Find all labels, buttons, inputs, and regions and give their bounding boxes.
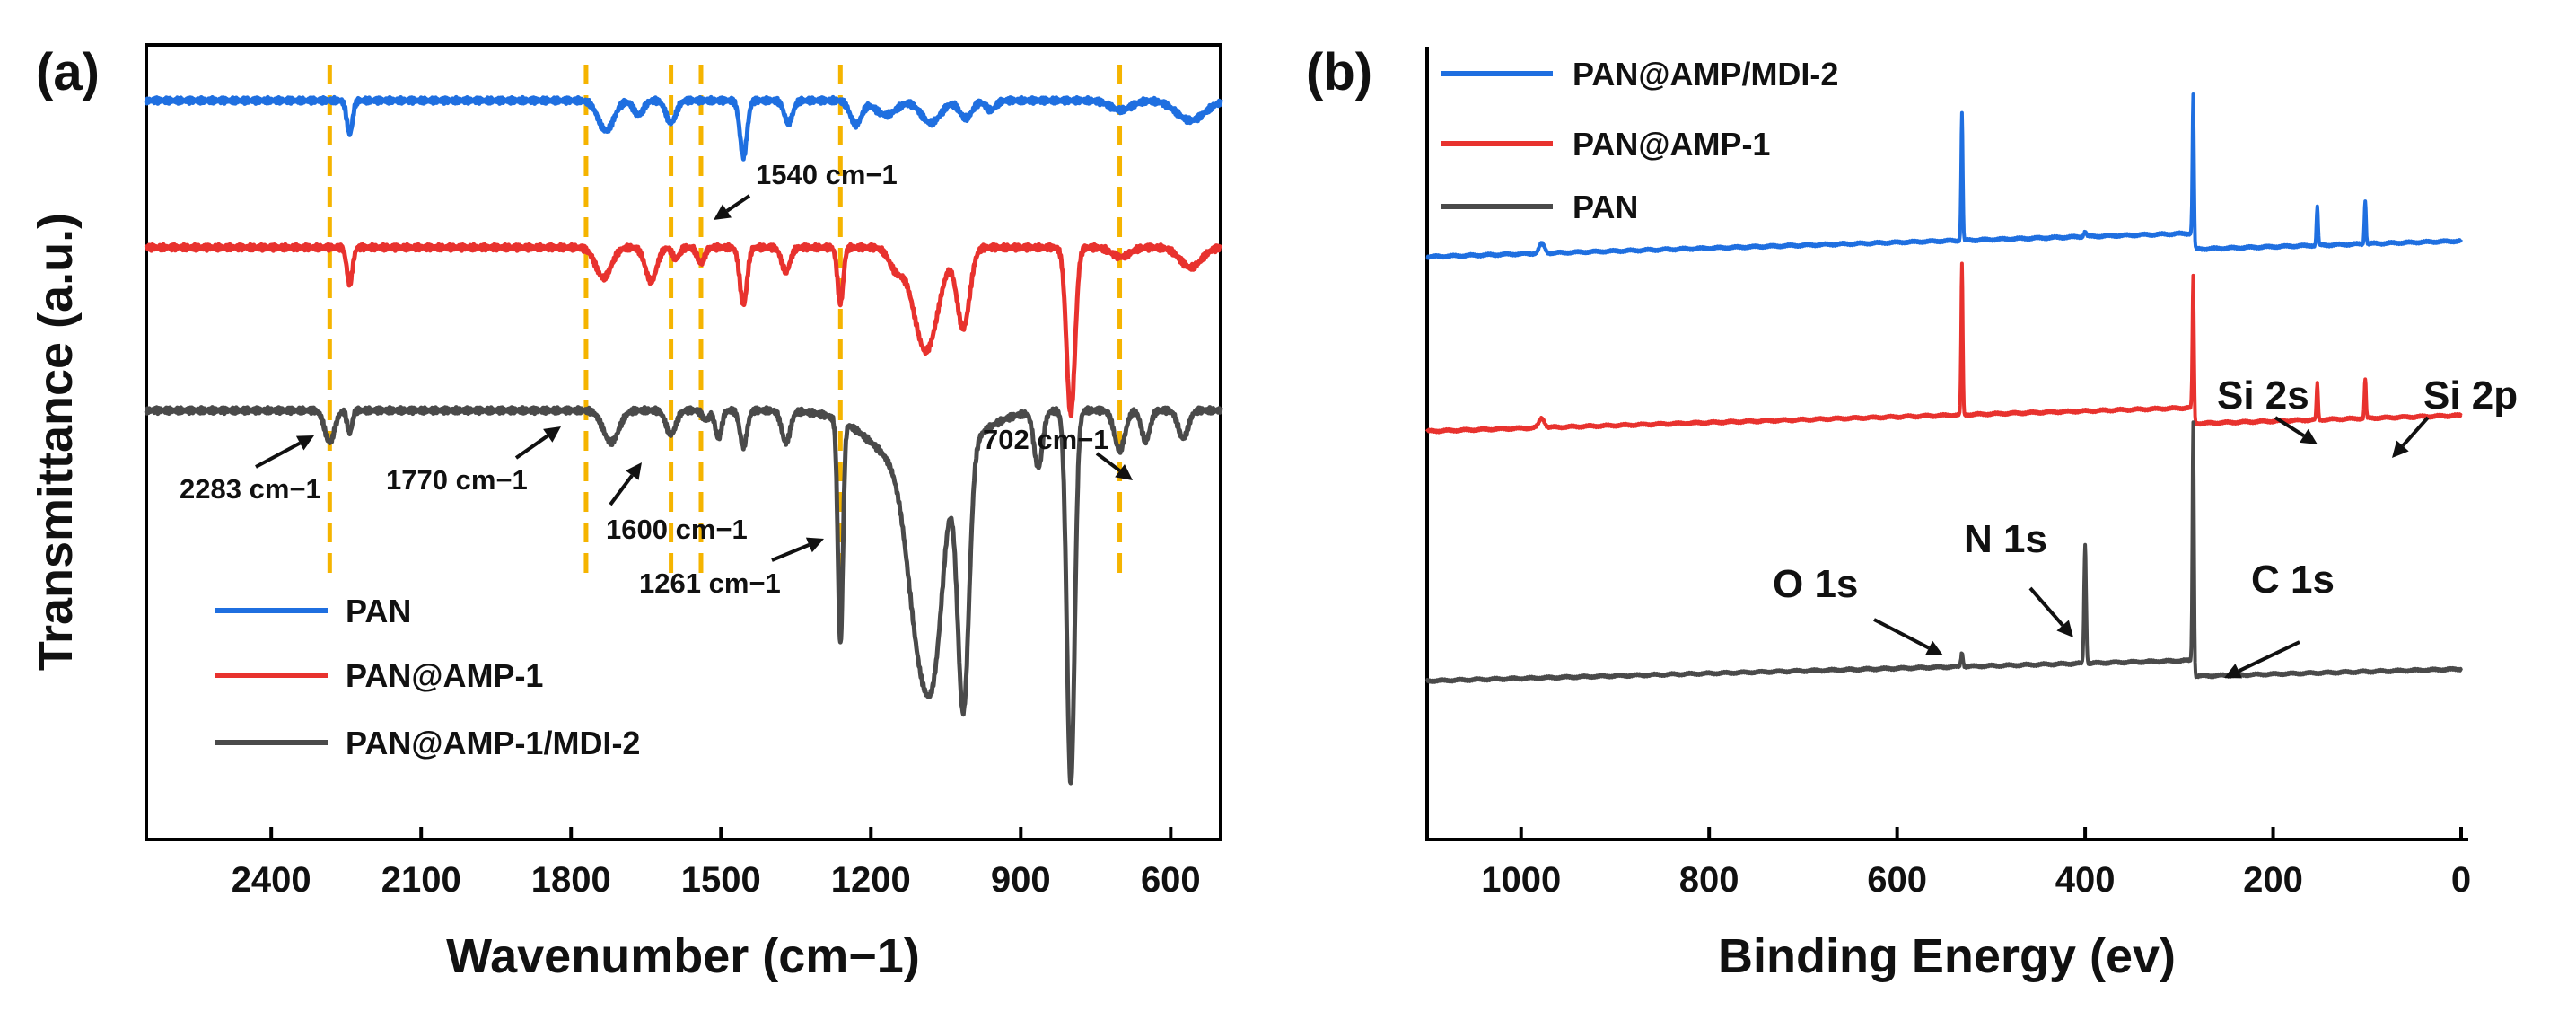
- panel-a-annotations: 2283 cm−1 1770 cm−1 1600 cm−1 1540 cm−1 1261…: [180, 159, 1133, 599]
- annotation-arrow-a-702-head: [1115, 464, 1133, 480]
- annotation-arrow-a-1600-head: [626, 462, 642, 480]
- panel-a-x-axis-title: Wavenumber (cm−1): [446, 929, 920, 983]
- peak-label-b-o-1s: O 1s: [1773, 562, 1858, 606]
- spectrum-b-pan: [1425, 420, 2463, 684]
- annotation-arrow-a-1261-shaft: [771, 543, 810, 562]
- annotation-arrow-a-1600: [609, 462, 642, 506]
- panel-b-legend: PAN@AMP/MDI-2 PAN@AMP-1 PAN: [1441, 56, 1838, 225]
- spectrum-a-pan-amp-1: [144, 242, 1222, 418]
- annotation-a-1770: 1770 cm−1: [386, 464, 528, 496]
- peak-arrow-b-o-1s: [1873, 618, 1943, 655]
- annotation-arrow-a-1770-head: [543, 426, 561, 443]
- panel-b-peak-labels: O 1s N 1s C 1s Si 2s Si 2p: [1773, 374, 2518, 679]
- peak-arrow-b-si-2s-shaft: [2274, 416, 2305, 438]
- peak-label-b-si-2s: Si 2s: [2217, 374, 2309, 418]
- spectrum-a-pan: [144, 94, 1223, 162]
- annotation-arrow-a-1770-shaft: [514, 434, 549, 460]
- peak-arrow-b-c-1s-head: [2224, 664, 2243, 679]
- x-tick-label-b-1000: 1000: [1481, 860, 1561, 900]
- legend-a-label-pan: PAN: [346, 593, 411, 629]
- x-tick-label-b-200: 200: [2243, 860, 2303, 900]
- annotation-a-702: 702 cm−1: [983, 424, 1108, 455]
- peak-arrow-b-c-1s: [2224, 640, 2300, 679]
- spectrum-a-pan-amp-1-mdi-2: [144, 405, 1223, 786]
- annotation-arrow-a-702-shaft: [1095, 452, 1121, 472]
- x-tick-label-a-900: 900: [991, 860, 1051, 900]
- peak-label-b-si-2p: Si 2p: [2423, 374, 2518, 418]
- panel-a-guide-lines: [327, 65, 1123, 584]
- peak-arrow-b-c-1s-shaft: [2238, 640, 2300, 673]
- annotation-arrow-a-702: [1095, 452, 1133, 480]
- annotation-arrow-a-2283-shaft: [255, 441, 302, 469]
- panel-a-spectra: [144, 94, 1223, 786]
- annotation-arrow-a-1261: [771, 537, 824, 562]
- peak-arrow-b-o-1s-head: [1924, 640, 1943, 655]
- x-tick-label-a-2100: 2100: [381, 860, 461, 900]
- peak-arrow-b-n-1s: [2028, 586, 2073, 637]
- peak-arrow-b-si-2p: [2392, 416, 2430, 458]
- legend-b-label-pan-amp-mdi-2: PAN@AMP/MDI-2: [1573, 56, 1838, 92]
- legend-a-label-pan-amp-1: PAN@AMP-1: [346, 657, 543, 694]
- panel-a-y-axis-title: Transmittance (a.u.): [29, 213, 83, 671]
- annotation-a-1540: 1540 cm−1: [756, 159, 898, 190]
- x-tick-label-a-1800: 1800: [531, 860, 611, 900]
- panel-b-x-ticks: 1000 800 600 400 200 0: [1481, 827, 2471, 900]
- spectrum-b-pan-amp-1: [1425, 261, 2463, 435]
- panel-b: (b) 1000 800 600 400 200 0 O 1s N 1s C 1s Si 2s S…: [1306, 43, 2518, 983]
- peak-arrow-b-si-2p-shaft: [2401, 416, 2430, 447]
- legend-b-label-pan-amp-1: PAN@AMP-1: [1573, 126, 1770, 163]
- annotation-arrow-a-1770: [514, 426, 561, 460]
- panel-a: (a) 2400 2100 1800 1500 1200 900 600 2283 cm−1…: [29, 43, 1223, 983]
- annotation-arrow-a-2283: [255, 435, 314, 469]
- peak-arrow-b-n-1s-head: [2056, 620, 2073, 637]
- panel-b-label: (b): [1306, 43, 1372, 101]
- panel-a-legend: PAN PAN@AMP-1 PAN@AMP-1/MDI-2: [215, 593, 640, 761]
- panel-a-label: (a): [36, 43, 100, 101]
- spectrum-b-pan-amp-mdi-2: [1425, 92, 2463, 260]
- panel-a-axes-frame: [145, 43, 1222, 841]
- legend-a-label-pan-amp-1-mdi-2: PAN@AMP-1/MDI-2: [346, 725, 640, 761]
- annotation-arrow-a-1540-shaft: [725, 194, 751, 213]
- x-tick-label-b-0: 0: [2451, 860, 2471, 900]
- x-tick-label-a-2400: 2400: [232, 860, 311, 900]
- annotation-a-2283: 2283 cm−1: [180, 473, 321, 505]
- x-tick-label-b-800: 800: [1679, 860, 1739, 900]
- annotation-arrow-a-2283-head: [295, 435, 314, 451]
- panel-b-spectra: [1425, 92, 2463, 684]
- annotation-a-1261: 1261 cm−1: [639, 567, 781, 599]
- annotation-arrow-a-1540-head: [714, 204, 732, 220]
- x-tick-label-a-600: 600: [1141, 860, 1201, 900]
- annotation-a-1600: 1600 cm−1: [606, 514, 748, 545]
- peak-arrow-b-si-2s: [2274, 416, 2318, 444]
- legend-b-label-pan: PAN: [1573, 189, 1638, 225]
- x-tick-label-a-1200: 1200: [831, 860, 911, 900]
- peak-label-b-n-1s: N 1s: [1964, 517, 2047, 561]
- x-tick-label-b-400: 400: [2055, 860, 2116, 900]
- panel-a-x-ticks: 2400 2100 1800 1500 1200 900 600: [232, 827, 1201, 900]
- annotation-arrow-a-1600-shaft: [609, 474, 634, 506]
- peak-arrow-b-n-1s-shaft: [2028, 586, 2064, 627]
- x-tick-label-a-1500: 1500: [681, 860, 761, 900]
- peak-label-b-c-1s: C 1s: [2251, 558, 2335, 602]
- peak-arrow-b-si-2p-head: [2392, 440, 2409, 458]
- peak-arrow-b-si-2s-head: [2300, 428, 2318, 444]
- x-tick-label-b-600: 600: [1867, 860, 1927, 900]
- annotation-arrow-a-1540: [714, 194, 751, 220]
- panel-b-x-axis-title: Binding Energy (ev): [1718, 929, 2176, 983]
- peak-arrow-b-o-1s-shaft: [1873, 618, 1930, 650]
- annotation-arrow-a-1261-head: [805, 537, 824, 553]
